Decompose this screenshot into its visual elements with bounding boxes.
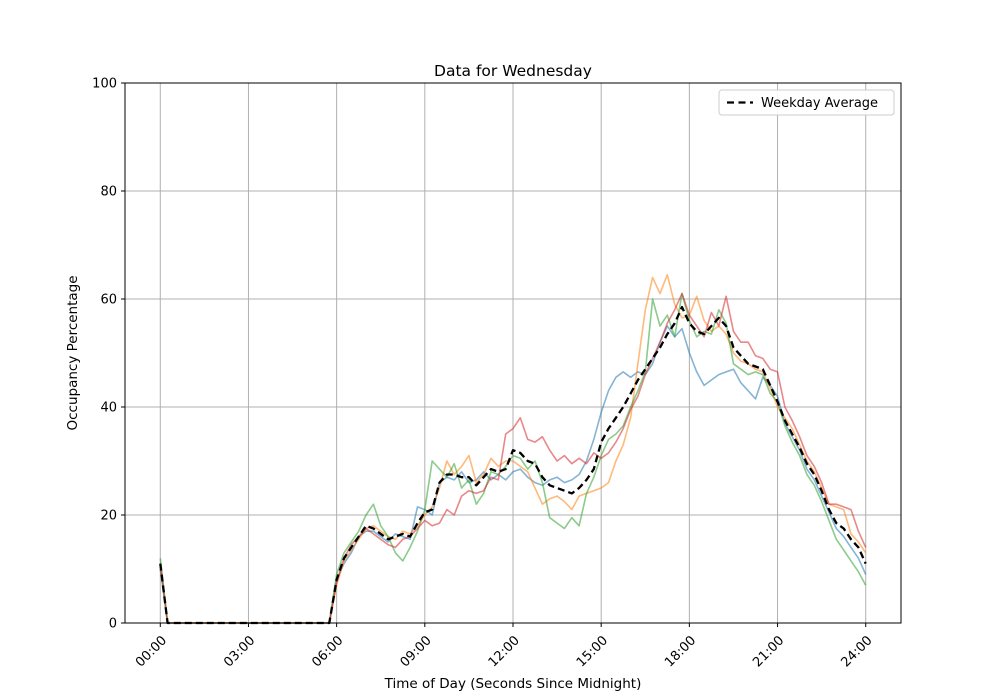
y-tick-label: 60 [100,293,117,308]
grid-layer [125,82,901,624]
legend-entry-label: Weekday Average [761,96,878,111]
x-tick-label: 09:00 [398,633,435,670]
legend: Weekday Average [718,89,895,116]
y-tick-label: 20 [100,509,117,524]
y-tick-label: 80 [100,185,117,200]
y-tick-label: 40 [100,401,117,416]
y-tick-label: 0 [109,617,117,632]
x-tick-label: 15:00 [574,633,611,670]
y-tick-label: 100 [92,77,117,92]
x-tick-label: 06:00 [309,633,346,670]
x-tick-label: 03:00 [221,633,258,670]
x-tick-label: 18:00 [662,633,699,670]
x-tick-label: 00:00 [133,633,170,670]
chart-title: Data for Wednesday [434,62,592,80]
y-axis-label: Occupancy Percentage [65,275,81,430]
x-tick-label: 12:00 [486,633,523,670]
x-tick-label: 24:00 [838,633,875,670]
legend-box [718,89,895,116]
x-tick-label: 21:00 [750,633,787,670]
x-axis-label: Time of Day (Seconds Since Midnight) [384,676,642,692]
